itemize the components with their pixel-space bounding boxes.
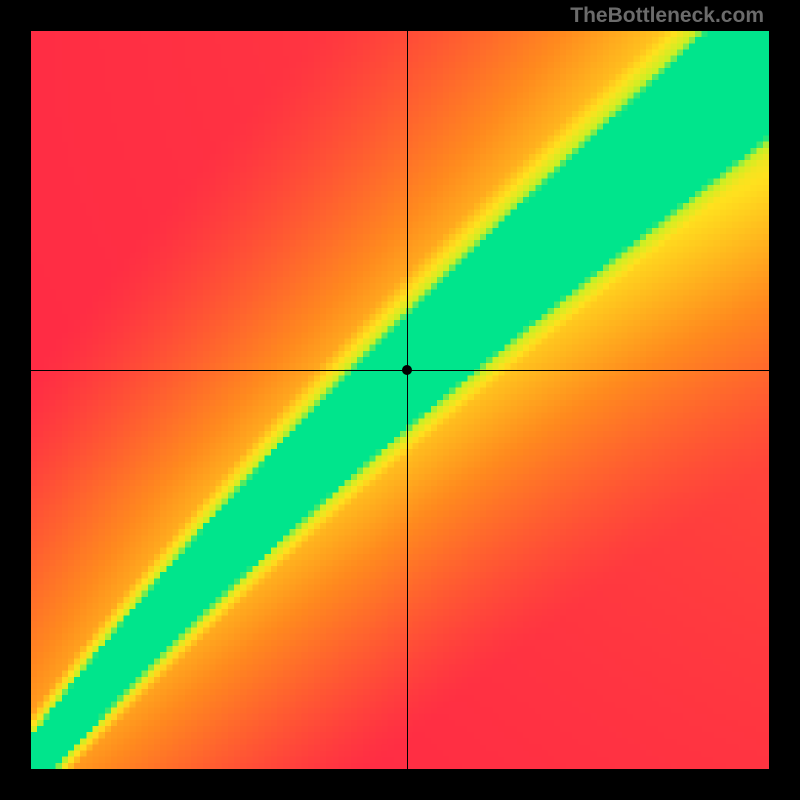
- bottleneck-heatmap: [31, 31, 769, 769]
- crosshair-vertical: [407, 31, 408, 769]
- crosshair-horizontal: [31, 370, 769, 371]
- watermark-text: TheBottleneck.com: [570, 4, 764, 28]
- stage: TheBottleneck.com: [0, 0, 800, 800]
